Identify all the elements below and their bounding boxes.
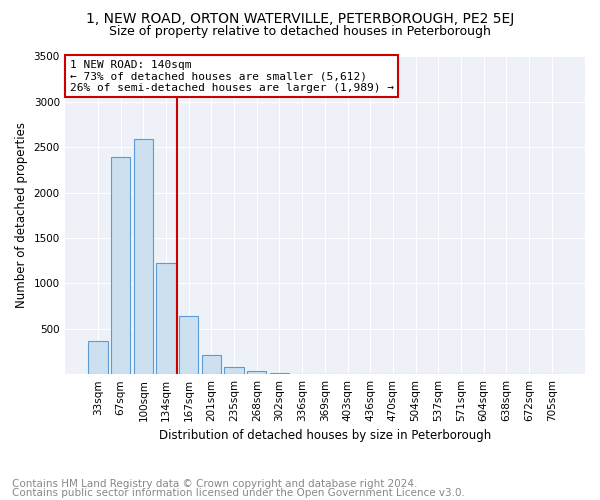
- X-axis label: Distribution of detached houses by size in Peterborough: Distribution of detached houses by size …: [159, 430, 491, 442]
- Text: Size of property relative to detached houses in Peterborough: Size of property relative to detached ho…: [109, 25, 491, 38]
- Y-axis label: Number of detached properties: Number of detached properties: [15, 122, 28, 308]
- Bar: [179, 316, 199, 374]
- Bar: [247, 372, 266, 374]
- Text: 1 NEW ROAD: 140sqm
← 73% of detached houses are smaller (5,612)
26% of semi-deta: 1 NEW ROAD: 140sqm ← 73% of detached hou…: [70, 60, 394, 93]
- Bar: [111, 158, 130, 374]
- Text: 1, NEW ROAD, ORTON WATERVILLE, PETERBOROUGH, PE2 5EJ: 1, NEW ROAD, ORTON WATERVILLE, PETERBORO…: [86, 12, 514, 26]
- Bar: [202, 354, 221, 374]
- Bar: [88, 340, 107, 374]
- Text: Contains HM Land Registry data © Crown copyright and database right 2024.: Contains HM Land Registry data © Crown c…: [12, 479, 418, 489]
- Bar: [157, 262, 176, 374]
- Bar: [224, 367, 244, 374]
- Text: Contains public sector information licensed under the Open Government Licence v3: Contains public sector information licen…: [12, 488, 465, 498]
- Bar: [134, 139, 153, 374]
